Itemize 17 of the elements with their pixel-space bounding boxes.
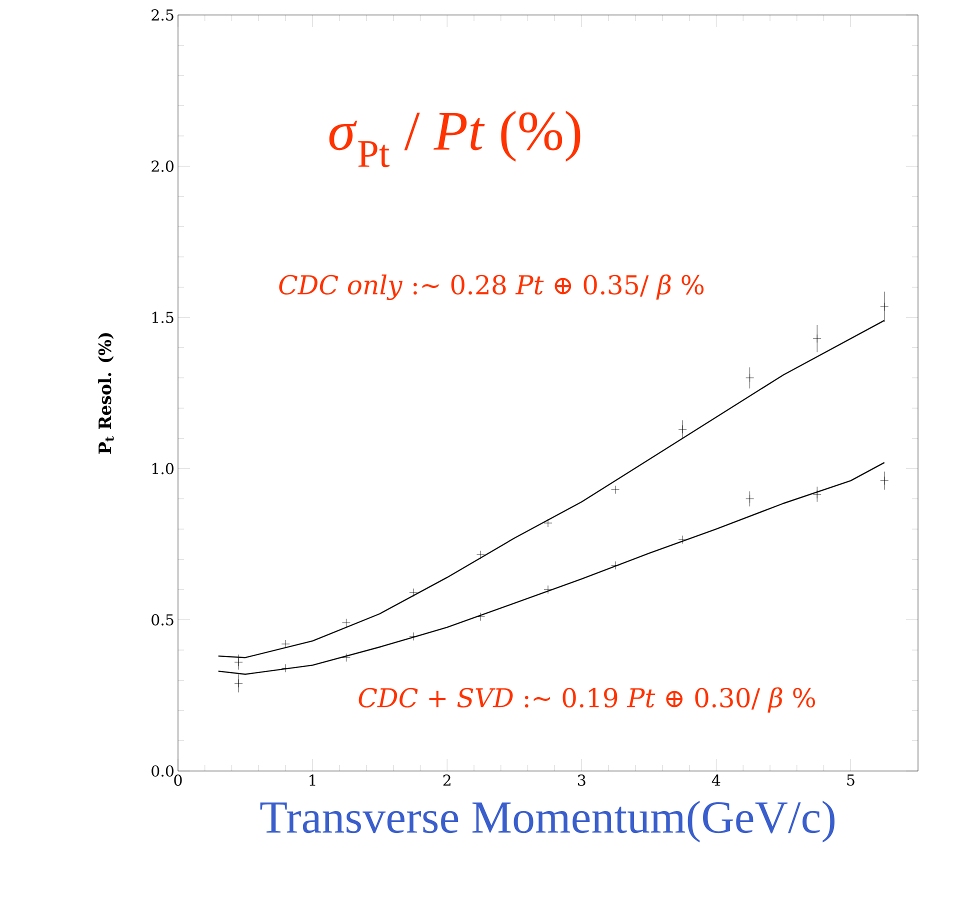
y-tick-label: 1.5: [152, 312, 174, 324]
y-axis-title: P$_{t}$ Resol. (%): [98, 333, 114, 454]
x-tick-label: 2: [443, 774, 450, 786]
x-tick-label: 1: [310, 774, 316, 786]
y-tick-label: 0.5: [152, 614, 174, 626]
x-tick-label: 0: [174, 774, 182, 786]
y-tick-label: 2.5: [152, 9, 174, 21]
text: σ$_{Pt}$ / Pt (%): [329, 110, 580, 168]
y-tick-label: 1.0: [152, 462, 174, 474]
x-tick-label: 4: [712, 774, 720, 786]
annotation: CDC + SVD :~ 0.19 Pt ⊕ 0.30/ β %: [358, 687, 815, 713]
y-tick-label: 0.0: [152, 765, 174, 777]
x-tick-label: 3: [578, 774, 586, 786]
x-axis-title: Transverse Momentum(GeV/c): [260, 800, 834, 842]
x-tick-label: 5: [847, 774, 854, 786]
y-tick-label: 2.0: [152, 160, 174, 172]
annotation: CDC only :~ 0.28 Pt ⊕ 0.35/ β %: [279, 274, 704, 300]
